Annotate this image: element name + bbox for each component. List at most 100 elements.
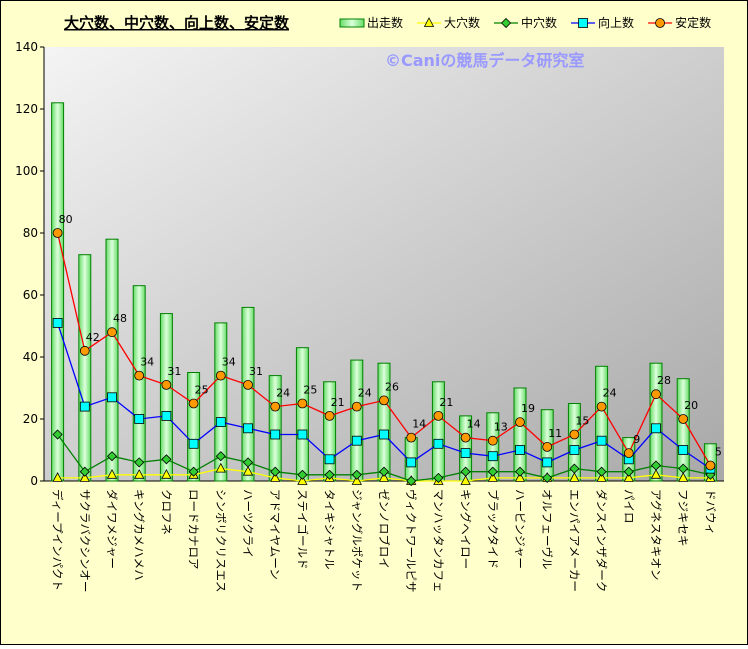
x-tick-label: マンハッタンカフェ <box>431 489 445 593</box>
marker <box>52 317 63 328</box>
x-tick-label: ハービンジャー <box>513 489 527 569</box>
marker <box>542 457 553 468</box>
x-tick-label: ハーツクライ <box>241 489 255 558</box>
data-label: 5 <box>715 446 722 459</box>
x-tick-label: ヴィクトワールピサ <box>404 489 418 593</box>
marker <box>351 475 362 485</box>
x-tick-label: フジキセキ <box>676 489 690 547</box>
marker <box>406 432 417 443</box>
marker <box>351 469 362 480</box>
marker <box>243 379 253 390</box>
marker <box>188 438 199 449</box>
legend-label: 向上数 <box>598 15 634 30</box>
x-tick-label: シンボリクリスエス <box>214 489 228 593</box>
marker <box>515 445 525 455</box>
marker <box>460 432 471 443</box>
marker <box>161 468 172 479</box>
marker <box>487 451 498 462</box>
marker <box>678 463 689 474</box>
marker <box>596 401 607 412</box>
marker <box>270 429 281 440</box>
marker <box>134 414 145 424</box>
marker <box>650 468 662 479</box>
bar <box>105 238 119 482</box>
marker <box>623 448 634 459</box>
data-label: 19 <box>521 402 535 415</box>
marker <box>242 465 254 476</box>
marker <box>52 472 63 482</box>
data-label: 21 <box>439 396 453 409</box>
marker <box>215 370 226 381</box>
x-tick-label: ステイゴールド <box>295 489 309 570</box>
data-label: 21 <box>331 396 345 409</box>
x-tick-label: キングヘイロー <box>459 489 473 569</box>
data-label: 14 <box>412 418 426 431</box>
x-tick-label: オルフェーヴル <box>540 489 554 570</box>
legend-label: 出走数 <box>367 15 403 30</box>
data-label: 48 <box>113 312 127 325</box>
marker <box>378 466 390 477</box>
marker <box>324 410 335 421</box>
marker <box>215 462 226 473</box>
data-label: 80 <box>59 213 73 226</box>
marker <box>569 445 580 455</box>
marker <box>651 423 661 434</box>
marker <box>324 454 335 465</box>
data-label: 34 <box>140 356 154 369</box>
marker <box>134 370 145 381</box>
marker <box>107 327 117 338</box>
marker <box>569 463 580 474</box>
marker <box>297 469 308 480</box>
marker <box>79 466 90 477</box>
y-tick-label: 20 <box>23 412 38 426</box>
x-tick-label: アグネスタキオン <box>649 489 663 580</box>
x-tick-label: ディープインパクト <box>51 489 65 591</box>
marker <box>270 466 281 477</box>
marker <box>215 451 226 462</box>
x-tick-label: ブラックタイド <box>486 489 500 569</box>
x-tick-label: ドバウィ <box>703 489 717 535</box>
marker <box>134 468 145 479</box>
legend-label: 安定数 <box>675 15 711 30</box>
x-tick-label: エンパイアメーカー <box>567 489 581 592</box>
marker <box>161 379 172 390</box>
marker <box>161 410 172 421</box>
data-label: 24 <box>358 387 372 400</box>
chart-title: 大穴数、中穴数、向上数、安定数 <box>64 14 290 32</box>
x-tick-label: パイロ <box>622 489 636 524</box>
marker <box>514 472 526 482</box>
data-label: 20 <box>684 399 698 412</box>
marker <box>242 457 254 468</box>
marker <box>351 401 362 412</box>
marker <box>460 475 471 485</box>
marker <box>406 457 417 468</box>
x-tick-label: ダイワメジャー <box>105 489 119 569</box>
y-tick-label: 140 <box>15 40 38 54</box>
y-tick-label: 60 <box>23 288 38 302</box>
x-tick-label: キングカメハメハ <box>132 489 146 581</box>
marker <box>351 435 362 446</box>
legend-marker <box>578 18 588 28</box>
legend-swatch <box>339 18 365 28</box>
data-label: 9 <box>633 433 640 446</box>
marker <box>215 417 226 428</box>
marker <box>596 435 607 446</box>
data-label: 11 <box>548 427 562 440</box>
marker <box>379 429 389 440</box>
bar <box>51 102 65 482</box>
bar <box>350 359 364 482</box>
bar <box>649 362 663 482</box>
bar <box>159 313 173 482</box>
data-label: 24 <box>603 387 617 400</box>
marker <box>406 475 417 487</box>
bar <box>595 365 609 482</box>
bar <box>132 285 146 482</box>
x-tick-label: アドマイヤムーン <box>268 489 282 580</box>
marker <box>487 435 498 446</box>
x-tick-label: サクラバクシンオー <box>78 489 92 592</box>
y-tick-label: 0 <box>30 474 38 488</box>
watermark: ©Caniの競馬データ研究室 <box>385 51 584 70</box>
marker <box>542 441 553 452</box>
marker <box>487 472 498 482</box>
